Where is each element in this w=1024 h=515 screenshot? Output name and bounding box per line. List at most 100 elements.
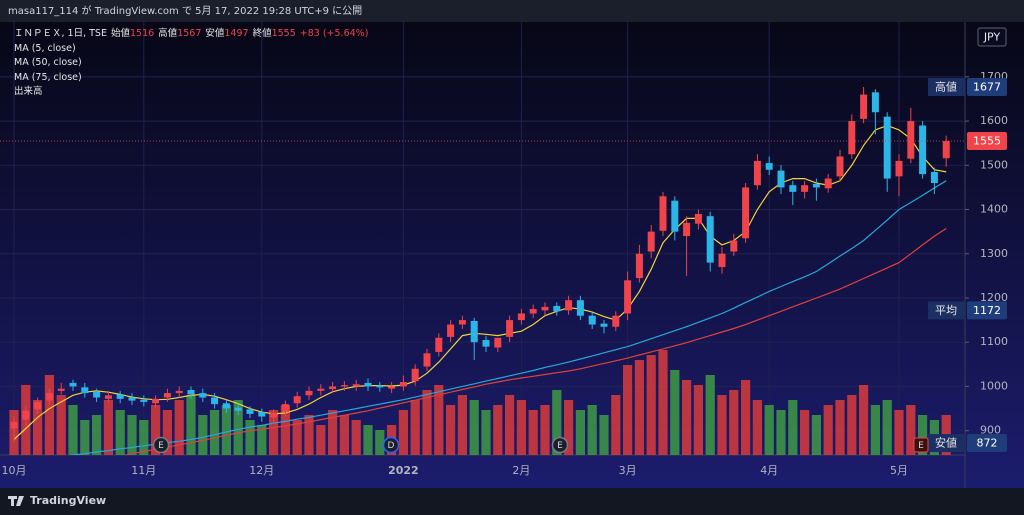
y-tick-label: 900 [980,424,1001,437]
y-tick-label: 1100 [980,335,1008,348]
volume-bar [693,385,703,455]
volume-bar [221,405,231,455]
candle-body [163,393,171,398]
volume-bar [682,380,692,455]
candle-body [565,300,573,311]
candle-body [718,253,726,268]
candle-body [812,183,820,188]
candle-body [93,391,101,398]
price-label-tag [928,78,965,97]
candle-body [34,401,42,410]
volume-bar [422,390,432,455]
volume-bar [505,395,515,455]
volume-bar [33,400,43,455]
candle-body [942,140,950,159]
candle-body [399,382,407,387]
candle-body [777,170,785,188]
publisher: masa117_114 が TradingView.com で 5月 17, 2… [8,4,362,17]
volume-bar [882,400,892,455]
volume-bar [587,405,597,455]
candle-body [211,397,219,405]
candle-body [199,393,207,398]
candle-body [435,337,443,352]
volume-bar [186,395,196,455]
candle-body [423,353,431,367]
volume-bar [151,405,161,455]
event-label: E [557,441,563,451]
volume-bar [375,430,385,455]
legend-row: MA (5, close) [14,42,372,57]
moving-averages [13,124,947,455]
volume-bar [752,400,762,455]
candle-body [234,407,242,411]
price-label-box [967,434,1007,453]
volume-bar [316,425,326,455]
x-tick-label: 2022 [388,464,419,477]
volume-bar [115,410,125,455]
candle-body [730,240,738,252]
candle-body [352,384,360,387]
event-marker [152,436,170,454]
event-marker [913,437,929,453]
volume-bar [599,415,609,455]
x-tick-label: 5月 [890,464,908,477]
candle-body [329,386,337,390]
legend-row: MA (50, close) [14,56,372,71]
volume-bar [894,410,904,455]
candle-body [836,156,844,177]
volume-bar [328,410,338,455]
volume-bar [729,390,739,455]
candle-body [506,320,514,337]
candle-body [258,412,266,417]
candle-body [45,393,53,401]
volume-bar [457,395,467,455]
event-label: D [388,441,395,451]
volume-bar [44,375,54,455]
legend-entry: 出来高 [14,86,43,97]
overlay: 1555 高値 1677 平均 1172 安値 872 E D E E [0,78,1007,454]
ohlc-value: 1555 [271,28,296,39]
price-label-box [967,301,1007,320]
volume-bar [363,425,373,455]
candle-body [647,231,655,252]
candle-body [907,121,915,159]
y-tick-label: 1000 [980,379,1008,392]
volume-bar [162,410,172,455]
x-tick-label: 3月 [619,464,637,477]
volume-bar [351,420,361,455]
event-marker [382,436,400,454]
x-tick-label: 10月 [2,464,27,477]
brand: TradingView [30,494,106,507]
volume-bar [564,400,574,455]
legend-entry: MA (75, close) [14,71,82,83]
candle-body [671,200,679,232]
volume-bar [516,400,526,455]
y-tick-label: 1400 [980,203,1008,216]
top-bar [0,0,1024,22]
candle-body [895,160,903,177]
x-tick-label: 11月 [131,464,156,477]
event-marker [551,436,569,454]
currency: JPY [983,31,1001,44]
volume-bar [540,405,550,455]
x-tick-label: 4月 [760,464,778,477]
candle-body [364,382,372,387]
candle-body [222,403,230,409]
candle-body [175,390,183,394]
last-price-box [967,131,1007,150]
ohlc-label: 始値 [110,28,130,39]
volume-bar [717,395,727,455]
y-tick-label: 1500 [980,158,1008,171]
candle-body [411,368,419,382]
candle-body [482,340,490,347]
candle-body [116,394,124,399]
ohlc-label: 安値 [205,28,225,39]
candle-body [930,171,938,183]
ma-line [123,227,947,455]
candle-body [553,305,561,312]
candle-body [789,185,797,192]
price-label-value: 1172 [973,304,1001,317]
currency-box[interactable] [977,27,1007,47]
ohlc-value: 1516 [129,28,155,39]
price-label-box [967,78,1007,97]
